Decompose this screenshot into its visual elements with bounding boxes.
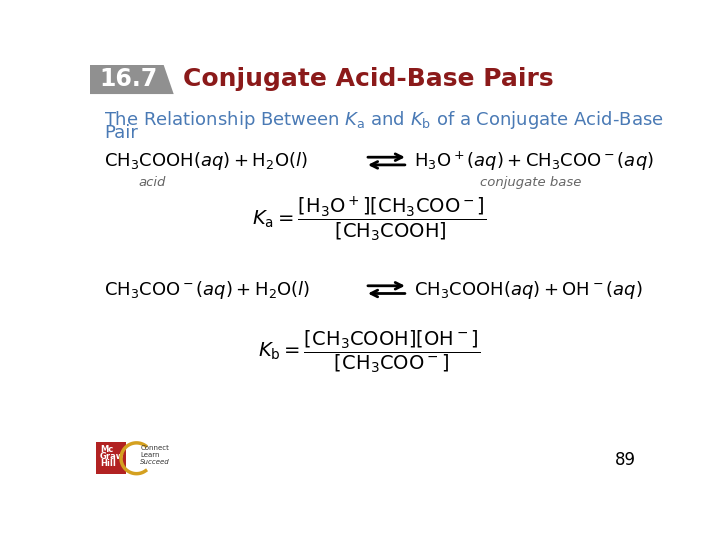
Text: Hill: Hill xyxy=(100,459,116,468)
Text: Mc: Mc xyxy=(100,446,113,454)
Text: Learn: Learn xyxy=(140,452,160,458)
Polygon shape xyxy=(90,65,174,94)
Text: Succeed: Succeed xyxy=(140,459,170,465)
Text: Graw: Graw xyxy=(100,452,125,461)
Text: acid: acid xyxy=(138,176,166,189)
FancyBboxPatch shape xyxy=(96,442,126,475)
Text: $\mathrm{CH_3COOH}(aq) + \mathrm{OH^-}(aq)$: $\mathrm{CH_3COOH}(aq) + \mathrm{OH^-}(a… xyxy=(414,279,642,301)
Text: The Relationship Between $K_{\mathrm{a}}$ and $K_{\mathrm{b}}$ of a Conjugate Ac: The Relationship Between $K_{\mathrm{a}}… xyxy=(104,109,664,131)
Text: $K_{\mathrm{b}} = \dfrac{[\mathrm{CH_3COOH}][\mathrm{OH^-}]}{[\mathrm{CH_3COO^-}: $K_{\mathrm{b}} = \dfrac{[\mathrm{CH_3CO… xyxy=(258,328,480,375)
Text: conjugate base: conjugate base xyxy=(480,176,581,189)
Text: $\mathrm{CH_3COOH}(aq) + \mathrm{H_2O}(l)$: $\mathrm{CH_3COOH}(aq) + \mathrm{H_2O}(l… xyxy=(104,150,307,172)
Text: $K_{\mathrm{a}} = \dfrac{[\mathrm{H_3O^+}][\mathrm{CH_3COO^-}]}{[\mathrm{CH_3COO: $K_{\mathrm{a}} = \dfrac{[\mathrm{H_3O^+… xyxy=(252,194,486,244)
Text: $\mathrm{CH_3COO^-}(aq) + \mathrm{H_2O}(l)$: $\mathrm{CH_3COO^-}(aq) + \mathrm{H_2O}(… xyxy=(104,279,310,301)
Text: 89: 89 xyxy=(616,451,636,469)
Text: Connect: Connect xyxy=(140,446,169,451)
Text: $\mathrm{H_3O^+}(aq) + \mathrm{CH_3COO^-}(aq)$: $\mathrm{H_3O^+}(aq) + \mathrm{CH_3COO^-… xyxy=(414,150,654,173)
Text: 16.7: 16.7 xyxy=(99,68,158,91)
Text: Pair: Pair xyxy=(104,124,138,142)
Text: Conjugate Acid-Base Pairs: Conjugate Acid-Base Pairs xyxy=(183,68,554,91)
